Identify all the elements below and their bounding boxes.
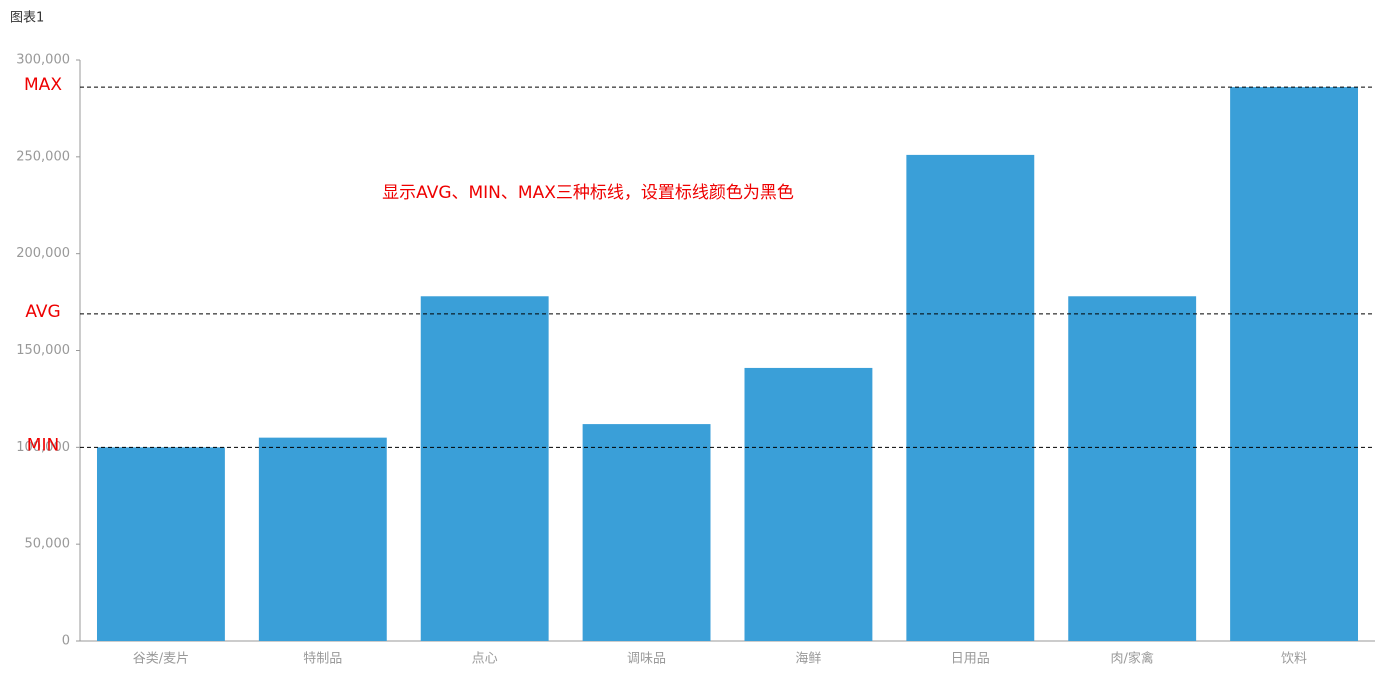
x-tick-label: 肉/家禽 — [1110, 651, 1153, 667]
y-tick-label: 150,000 — [16, 343, 70, 358]
y-tick-label: 0 — [62, 634, 70, 649]
x-tick-label: 谷类/麦片 — [133, 652, 189, 667]
y-tick-label: 250,000 — [16, 149, 70, 164]
bar — [582, 424, 711, 641]
reference-label: MAX — [24, 75, 62, 95]
x-tick-label: 饮料 — [1281, 652, 1307, 667]
y-tick-label: 300,000 — [16, 53, 70, 68]
x-tick-label: 日用品 — [951, 652, 990, 667]
x-tick-label: 海鲜 — [795, 652, 821, 667]
x-tick-label: 点心 — [472, 652, 498, 667]
bar — [96, 447, 225, 641]
chart-title: 图表1 — [10, 11, 44, 26]
x-tick-label: 特制品 — [303, 652, 342, 667]
bar — [420, 296, 549, 641]
y-tick-label: 50,000 — [25, 537, 71, 552]
y-tick-label: 200,000 — [16, 246, 70, 261]
bar — [906, 154, 1035, 641]
bar — [258, 437, 387, 641]
x-tick-label: 调味品 — [627, 652, 666, 667]
bar — [1068, 296, 1197, 641]
reference-label: MIN — [27, 435, 59, 455]
bar — [744, 367, 873, 641]
y-tick-label: 100,000 — [16, 440, 70, 455]
reference-label: AVG — [25, 302, 60, 322]
bar — [1230, 87, 1359, 641]
annotation: 显示AVG、MIN、MAX三种标线，设置标线颜色为黑色 — [382, 183, 794, 203]
